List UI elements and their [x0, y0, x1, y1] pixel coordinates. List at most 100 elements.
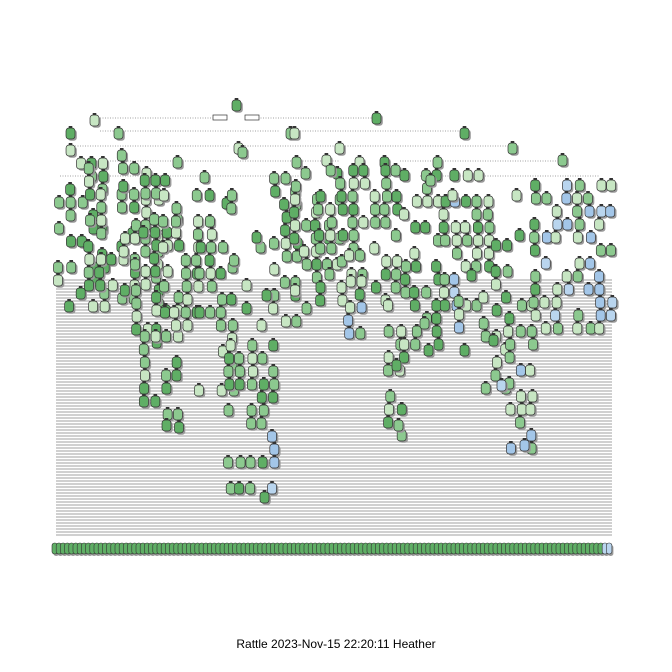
- node-box: [516, 299, 527, 312]
- node-box: [256, 391, 267, 404]
- tree-node: [224, 377, 236, 392]
- node-box: [291, 156, 302, 169]
- tree-node: [269, 262, 281, 277]
- node-tab: [134, 322, 138, 324]
- node-tab: [361, 163, 366, 165]
- node-tab: [373, 215, 377, 217]
- node-tab: [142, 329, 147, 331]
- node-tab: [474, 298, 479, 300]
- node-box: [480, 382, 491, 395]
- tree-node: [471, 194, 483, 209]
- tree-node: [139, 394, 151, 409]
- node-box: [131, 310, 142, 323]
- node-box: [290, 193, 300, 206]
- node-box: [171, 319, 181, 332]
- tree-node: [98, 169, 110, 184]
- tree-node: [180, 253, 193, 268]
- node-tab: [491, 333, 496, 335]
- node-tab: [141, 342, 146, 344]
- node-tab: [165, 407, 170, 409]
- node-tab: [271, 301, 275, 303]
- node-tab: [382, 202, 387, 204]
- tree-node: [526, 324, 539, 339]
- node-box: [409, 247, 420, 260]
- tree-node: [371, 111, 383, 126]
- tree-node: [472, 220, 485, 235]
- node-box: [423, 344, 434, 357]
- tree-node: [420, 220, 432, 235]
- node-tab: [260, 455, 265, 457]
- node-tab: [434, 168, 439, 170]
- node-box: [433, 338, 444, 351]
- node-tab: [198, 240, 203, 242]
- node-tab: [162, 188, 166, 190]
- node-tab: [413, 337, 418, 339]
- node-tab: [509, 441, 513, 443]
- tree-node: [529, 230, 541, 245]
- node-tab: [185, 292, 190, 294]
- node-tab: [530, 389, 535, 391]
- node-box: [411, 195, 422, 208]
- tree-node: [399, 337, 411, 352]
- node-tab: [259, 390, 264, 392]
- node-box: [280, 237, 291, 250]
- tree-node: [129, 161, 141, 176]
- node-box: [516, 403, 527, 416]
- node-box: [226, 189, 237, 202]
- tree-node: [223, 455, 235, 470]
- tree-node: [215, 266, 227, 281]
- node-tab: [259, 416, 264, 418]
- node-box: [83, 162, 94, 175]
- tree-node: [550, 230, 562, 245]
- node-tab: [457, 307, 461, 309]
- node-box: [217, 293, 227, 306]
- node-tab: [134, 218, 138, 220]
- tree-node: [384, 402, 396, 417]
- node-box: [223, 404, 234, 417]
- node-tab: [476, 233, 480, 235]
- node-tab: [372, 189, 377, 191]
- node-box: [315, 190, 326, 203]
- node-tab: [577, 217, 582, 219]
- node-box: [411, 260, 421, 273]
- node-tab: [238, 364, 242, 366]
- tree-node: [245, 481, 257, 496]
- node-tab: [283, 223, 287, 225]
- node-tab: [329, 241, 334, 243]
- node-box: [290, 284, 300, 297]
- node-box: [161, 369, 171, 382]
- node-tab: [531, 295, 536, 297]
- tree-node: [540, 321, 553, 336]
- tree-node: [89, 113, 101, 128]
- node-tab: [494, 277, 498, 279]
- node-tab: [457, 320, 461, 322]
- tree-node: [118, 179, 130, 194]
- node-box: [462, 169, 473, 182]
- node-box: [484, 221, 495, 234]
- node-box: [595, 296, 605, 309]
- tree-node: [557, 153, 569, 168]
- node-box: [400, 273, 410, 286]
- node-box: [181, 280, 192, 293]
- tree-node: [289, 126, 301, 141]
- tree-node: [140, 368, 152, 383]
- node-box: [460, 221, 470, 234]
- tree-node: [379, 202, 391, 217]
- node-tab: [272, 171, 276, 173]
- node-box: [438, 208, 449, 221]
- node-box: [193, 280, 204, 293]
- node-tab: [302, 244, 306, 246]
- node-tab: [597, 282, 602, 284]
- tree-node: [149, 251, 161, 266]
- node-box: [525, 403, 536, 416]
- node-tab: [424, 285, 428, 287]
- tree-node: [432, 155, 444, 170]
- node-tab: [272, 236, 276, 238]
- tree-node: [182, 292, 194, 307]
- node-box: [181, 267, 191, 280]
- node-box: [371, 112, 382, 125]
- node-box: [561, 270, 572, 283]
- tree-node: [225, 338, 237, 353]
- node-box: [526, 325, 537, 338]
- node-tab: [554, 204, 559, 206]
